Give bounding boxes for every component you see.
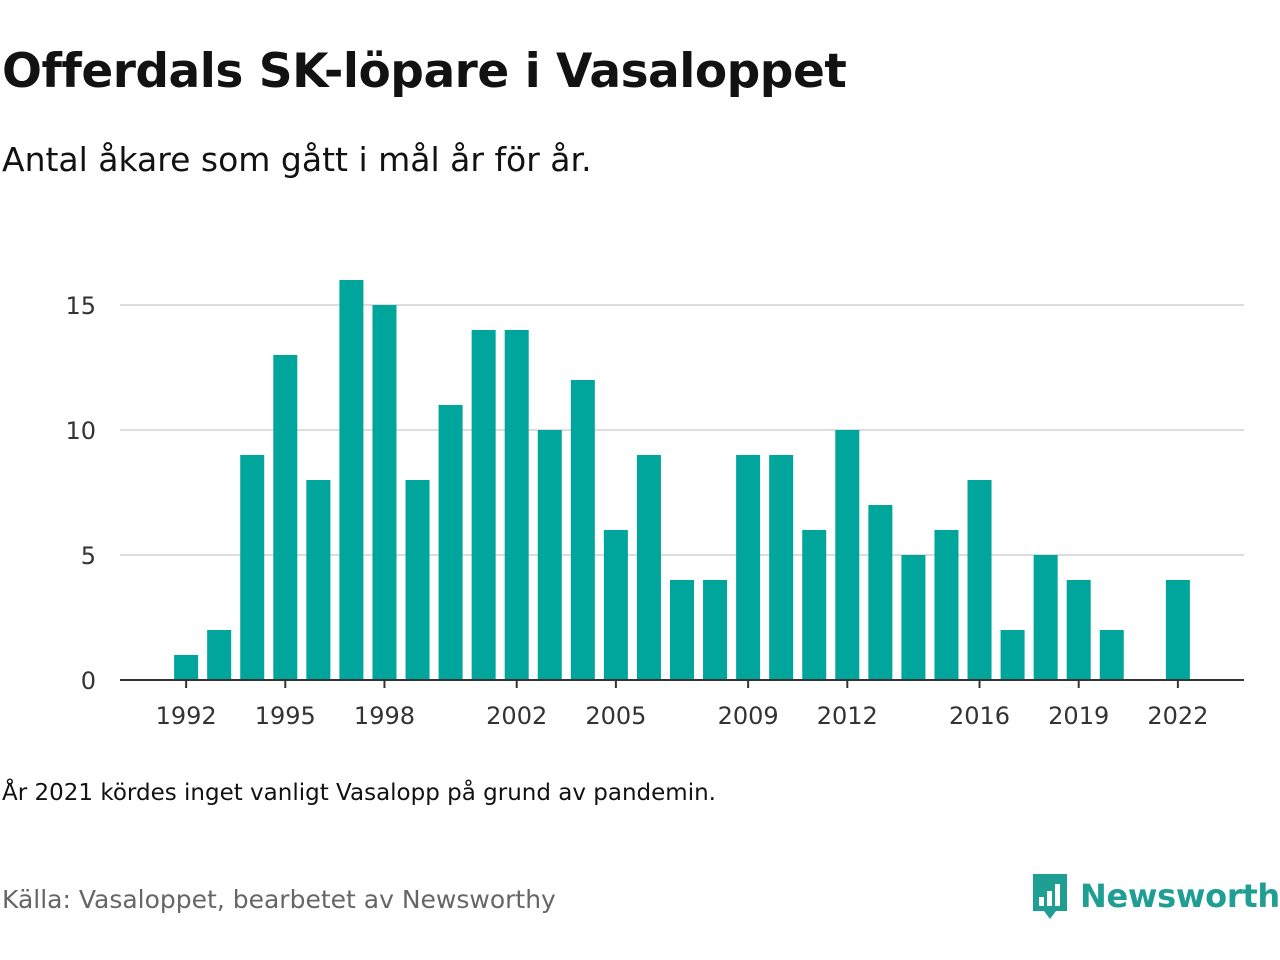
bar-2009 <box>736 455 760 680</box>
bar-2005 <box>604 530 628 680</box>
newsworthy-logo-icon <box>1030 871 1070 921</box>
bar-2017 <box>1001 630 1025 680</box>
bar-1999 <box>406 480 430 680</box>
bar-2010 <box>769 455 793 680</box>
bar-2011 <box>802 530 826 680</box>
y-axis-ticks: 0 5 10 15 <box>65 292 96 695</box>
bar-1997 <box>339 280 363 680</box>
bar-2007 <box>670 580 694 680</box>
bar-2013 <box>868 505 892 680</box>
bar-2001 <box>472 330 496 680</box>
x-tick-label: 1998 <box>354 702 415 730</box>
x-tick-label: 2022 <box>1147 702 1208 730</box>
bar-2004 <box>571 380 595 680</box>
bar-2006 <box>637 455 661 680</box>
y-tick-label: 5 <box>81 542 96 570</box>
chart-subtitle: Antal åkare som gått i mål år för år. <box>2 140 592 179</box>
chart-title: Offerdals SK-löpare i Vasaloppet <box>2 44 846 99</box>
bar-2016 <box>968 480 992 680</box>
chart-note: År 2021 kördes inget vanligt Vasalopp på… <box>2 780 716 806</box>
newsworthy-logo[interactable]: Newsworthy <box>1030 868 1280 924</box>
x-tick-label: 2005 <box>585 702 646 730</box>
y-tick-label: 0 <box>81 667 96 695</box>
x-axis-ticks: 1992 1995 1998 2002 2005 2009 2012 2016 2019 2022 <box>156 680 1209 730</box>
bar-2014 <box>901 555 925 680</box>
bar-1998 <box>372 305 396 680</box>
bar-2012 <box>835 430 859 680</box>
bar-2020 <box>1100 630 1124 680</box>
x-tick-label: 2016 <box>949 702 1010 730</box>
bar-1992 <box>174 655 198 680</box>
x-tick-label: 1992 <box>156 702 217 730</box>
source-credit: Källa: Vasaloppet, bearbetet av Newswort… <box>2 885 556 914</box>
bar-1996 <box>306 480 330 680</box>
bar-1993 <box>207 630 231 680</box>
logo-text: Newsworthy <box>1080 877 1280 915</box>
bar-2008 <box>703 580 727 680</box>
y-tick-label: 10 <box>65 417 96 445</box>
bar-1994 <box>240 455 264 680</box>
bar-2022 <box>1166 580 1190 680</box>
y-tick-label: 15 <box>65 292 96 320</box>
bar-2019 <box>1067 580 1091 680</box>
bar-2018 <box>1034 555 1058 680</box>
bar-2002 <box>505 330 529 680</box>
bar-2003 <box>538 430 562 680</box>
x-tick-label: 2012 <box>817 702 878 730</box>
bar-chart: 0 5 10 15 1992 1995 1998 2002 2005 2009 2012 2016 2… <box>0 260 1280 740</box>
bar-2015 <box>934 530 958 680</box>
bars <box>174 280 1190 680</box>
bar-1995 <box>273 355 297 680</box>
x-tick-label: 2019 <box>1048 702 1109 730</box>
bar-2000 <box>439 405 463 680</box>
x-tick-label: 1995 <box>255 702 316 730</box>
x-tick-label: 2002 <box>486 702 547 730</box>
x-tick-label: 2009 <box>718 702 779 730</box>
